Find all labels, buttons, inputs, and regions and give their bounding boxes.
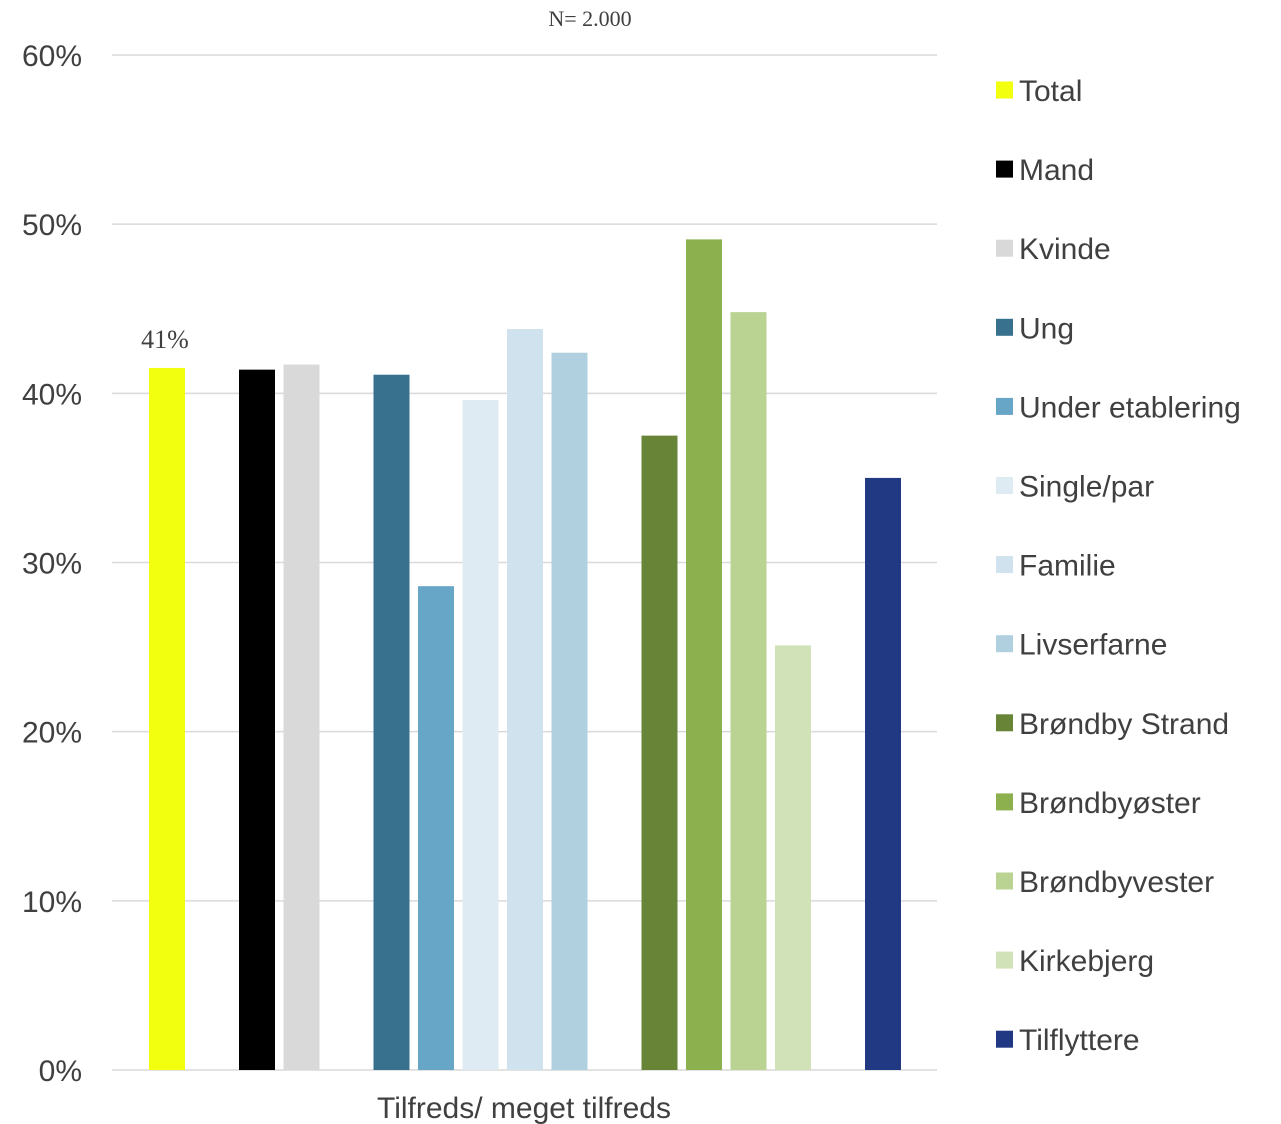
legend-item: Brøndby Strand	[996, 708, 1229, 741]
legend: Total Mand Kvinde Ung Under etablering Single…	[996, 75, 1241, 1057]
legend-item: Under etablering	[996, 391, 1241, 424]
bar-livserfarne	[551, 352, 588, 1070]
data-label: 41%	[141, 325, 189, 354]
bar-single-par	[462, 400, 499, 1071]
legend-item: Ung	[996, 312, 1074, 345]
legend-swatch	[996, 318, 1013, 336]
bar-mand	[239, 369, 275, 1070]
legend-swatch	[996, 239, 1013, 257]
legend-item: Tilflyttere	[996, 1024, 1140, 1057]
legend-swatch	[996, 397, 1013, 415]
legend-item: Single/par	[996, 471, 1154, 504]
x-axis-category-label: Tilfreds/ meget tilfreds	[377, 1092, 671, 1124]
legend-swatch	[996, 714, 1013, 732]
legend-swatch	[996, 872, 1013, 890]
legend-item: Mand	[996, 154, 1094, 187]
legend-label: Single/par	[1019, 471, 1154, 504]
legend-label: Ung	[1019, 312, 1074, 345]
legend-swatch	[996, 556, 1013, 574]
legend-label: Brøndbyøster	[1019, 787, 1201, 820]
legend-item: Kvinde	[996, 233, 1111, 266]
legend-swatch	[996, 477, 1013, 494]
legend-swatch	[996, 635, 1013, 653]
bar-kvinde	[283, 364, 320, 1070]
legend-swatch	[996, 793, 1013, 811]
legend-swatch	[996, 81, 1013, 99]
legend-item: Livserfarne	[996, 629, 1167, 662]
bar-familie	[507, 329, 543, 1070]
legend-item: Total	[996, 75, 1082, 108]
y-tick-label: 10%	[22, 886, 82, 919]
y-tick-label: 60%	[22, 40, 82, 73]
legend-label: Total	[1019, 75, 1082, 108]
bar-total	[149, 367, 185, 1070]
legend-label: Brøndbyvester	[1019, 866, 1214, 899]
legend-label: Under etablering	[1019, 391, 1241, 424]
y-tick-label: 50%	[22, 209, 82, 242]
y-tick-label: 20%	[22, 717, 82, 750]
y-tick-label: 30%	[22, 548, 82, 581]
legend-label: Brøndby Strand	[1019, 708, 1229, 741]
y-tick-label: 40%	[22, 378, 82, 411]
legend-label: Livserfarne	[1019, 629, 1167, 662]
legend-swatch	[996, 951, 1013, 969]
y-axis-ticks: 0% 10% 20% 30% 40% 50% 60%	[22, 40, 82, 1088]
legend-label: Kirkebjerg	[1019, 945, 1154, 978]
bar-br-ndby-strand	[641, 435, 678, 1070]
bar-br-ndbyvester	[730, 312, 767, 1071]
bar-tilflyttere	[865, 477, 901, 1071]
legend-item: Kirkebjerg	[996, 945, 1154, 978]
legend-label: Mand	[1019, 154, 1094, 187]
y-tick-label: 0%	[39, 1055, 82, 1088]
bar-br-ndby-ster	[686, 239, 722, 1070]
legend-item: Brøndbyvester	[996, 866, 1214, 899]
legend-label: Kvinde	[1019, 233, 1111, 266]
legend-label: Tilflyttere	[1019, 1024, 1140, 1057]
chart-subtitle: N= 2.000	[548, 6, 631, 31]
legend-swatch	[996, 1030, 1013, 1048]
legend-label: Familie	[1019, 550, 1116, 583]
legend-item: Brøndbyøster	[996, 787, 1201, 820]
bar-under-etablering	[418, 586, 454, 1070]
legend-swatch	[996, 160, 1013, 178]
bar-kirkebjerg	[775, 645, 811, 1070]
bars	[149, 239, 901, 1071]
legend-item: Familie	[996, 550, 1116, 583]
data-labels: 41%	[141, 325, 189, 354]
bar-ung	[373, 374, 410, 1071]
